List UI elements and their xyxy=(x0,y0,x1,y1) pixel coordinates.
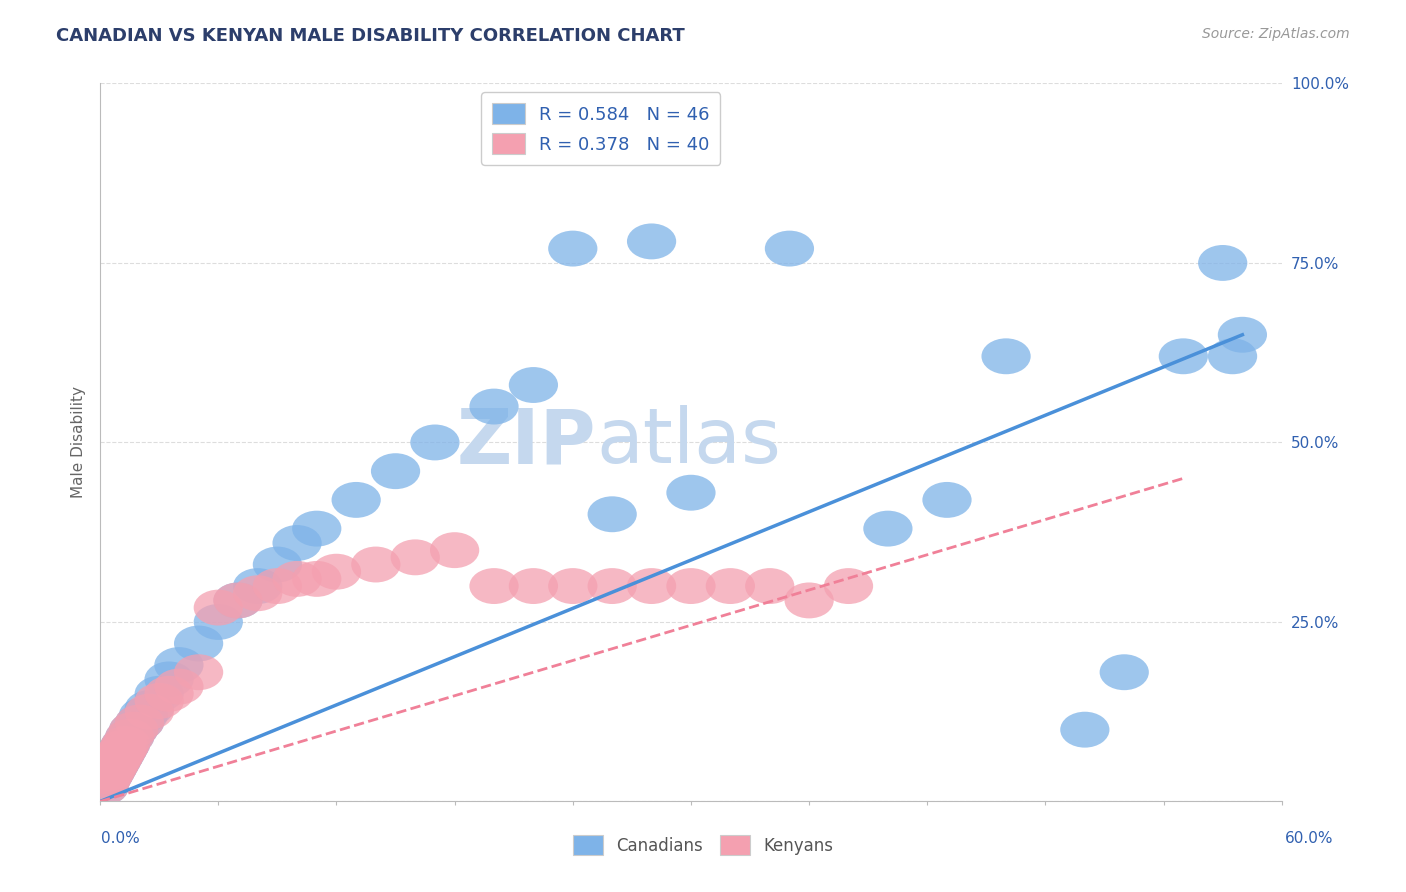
Text: CANADIAN VS KENYAN MALE DISABILITY CORRELATION CHART: CANADIAN VS KENYAN MALE DISABILITY CORRE… xyxy=(56,27,685,45)
Legend: Canadians, Kenyans: Canadians, Kenyans xyxy=(567,829,839,862)
Text: atlas: atlas xyxy=(596,406,782,480)
Text: 0.0%: 0.0% xyxy=(101,831,141,846)
Legend: R = 0.584   N = 46, R = 0.378   N = 40: R = 0.584 N = 46, R = 0.378 N = 40 xyxy=(481,93,720,165)
Y-axis label: Male Disability: Male Disability xyxy=(72,386,86,499)
Text: 60.0%: 60.0% xyxy=(1285,831,1333,846)
Text: Source: ZipAtlas.com: Source: ZipAtlas.com xyxy=(1202,27,1350,41)
Text: ZIP: ZIP xyxy=(457,406,596,480)
